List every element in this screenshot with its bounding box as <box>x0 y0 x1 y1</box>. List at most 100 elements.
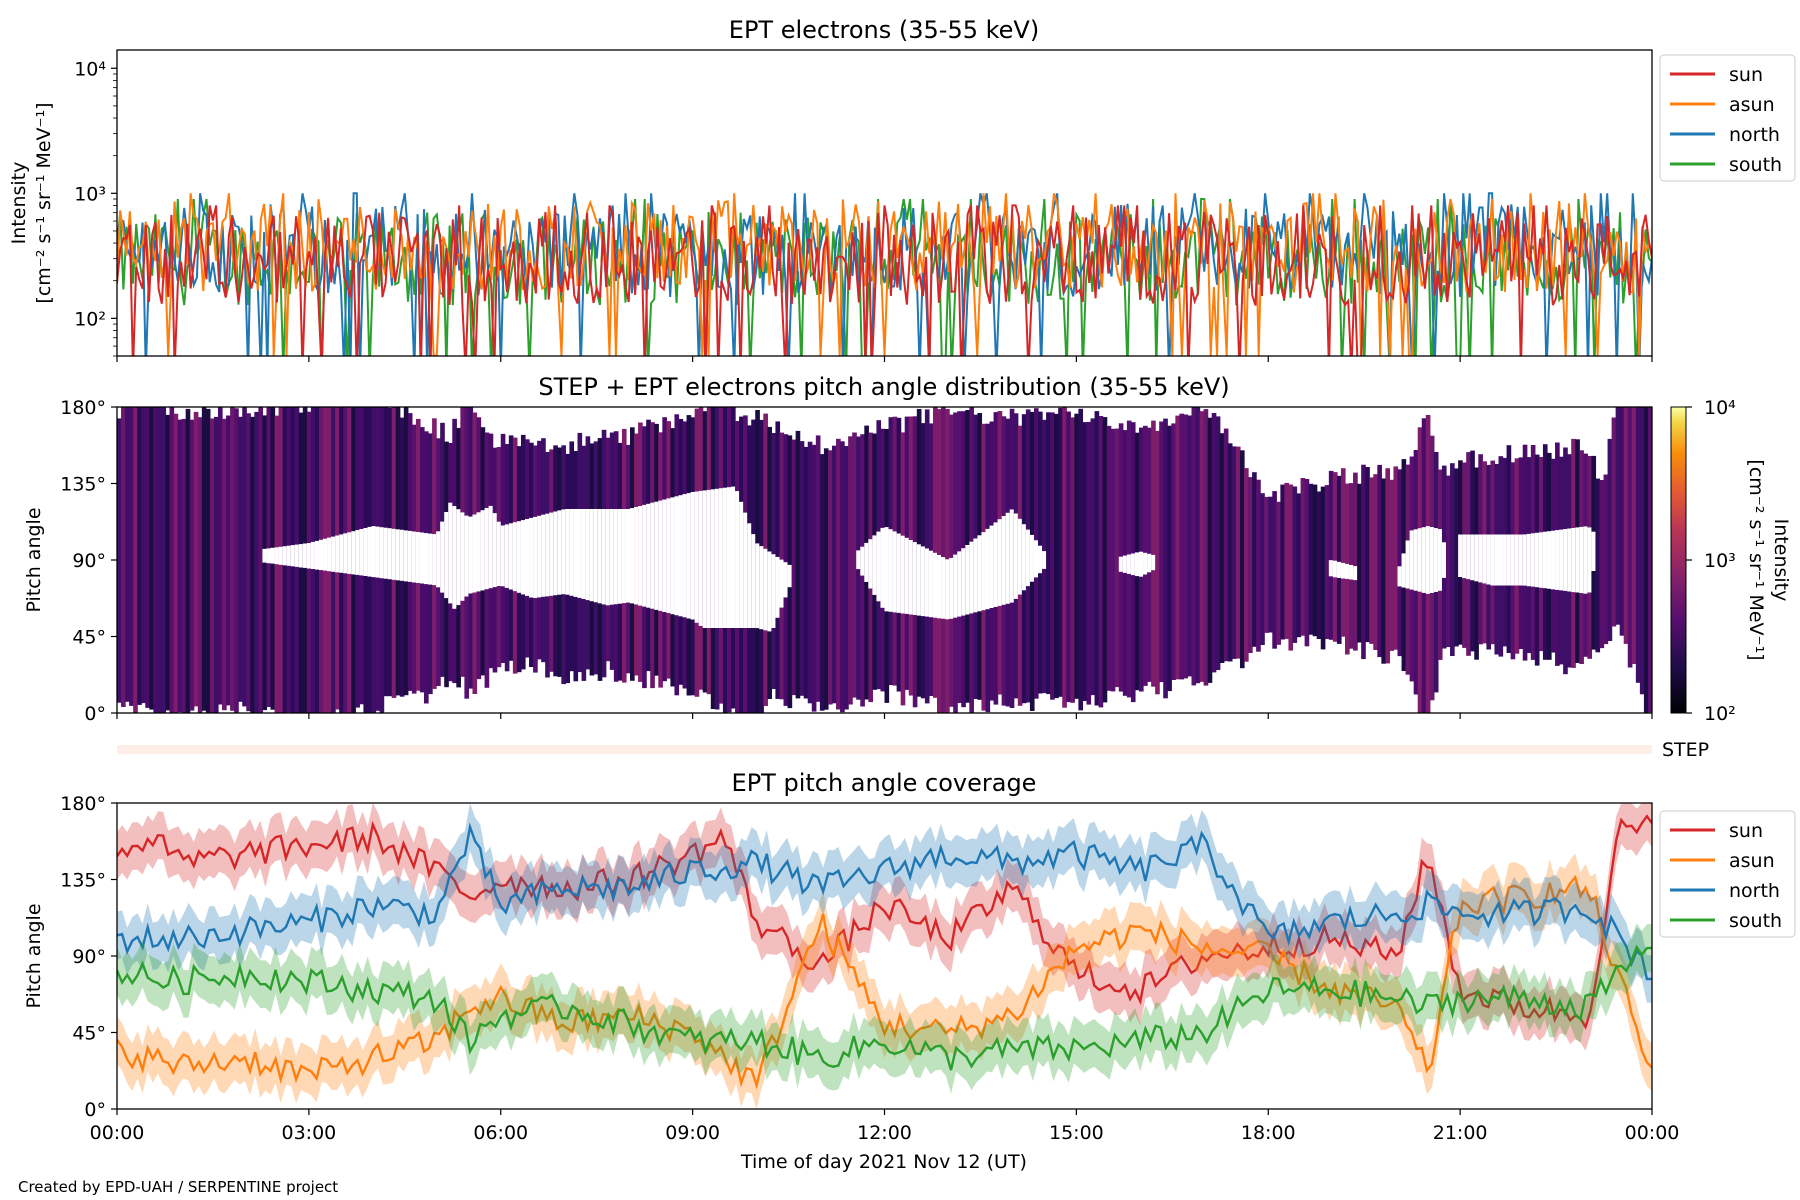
pad-heatmap-column <box>1276 501 1281 645</box>
pad-heatmap-column <box>1191 407 1197 686</box>
pad-heatmap-gap <box>351 531 356 575</box>
pad-heatmap-gap <box>355 530 360 575</box>
pad-heatmap-column <box>133 407 138 713</box>
pad-heatmap-column <box>1090 418 1096 696</box>
pad-heatmap-column <box>1175 415 1180 680</box>
legend-label-north: north <box>1729 124 1780 146</box>
pad-heatmap-gap <box>787 564 793 588</box>
pad-heatmap-gap <box>920 546 926 617</box>
pad-heatmap-gap <box>500 525 506 587</box>
pad-heatmap-gap <box>1494 534 1500 586</box>
pad-heatmap-column <box>141 407 146 704</box>
pad-heatmap-column <box>1377 464 1382 658</box>
pad-heatmap-gap <box>327 537 332 572</box>
pad-heatmap-gap <box>464 515 470 597</box>
pad-heatmap-column <box>193 411 199 707</box>
coverage-legend: sun asun north south <box>1659 810 1796 938</box>
pad-heatmap-gap <box>613 509 619 605</box>
pad-heatmap-gap <box>977 535 983 612</box>
intensity-ytick-label: 10² <box>74 308 106 330</box>
pad-heatmap-column <box>1207 417 1213 683</box>
pad-heatmap-gap <box>1474 534 1479 582</box>
pad-heatmap-column <box>173 413 179 713</box>
pad-heatmap-column <box>209 418 215 713</box>
pad-ylabel: Pitch angle <box>23 507 45 612</box>
pad-heatmap-gap <box>1466 534 1471 580</box>
pad-heatmap-gap <box>533 516 538 598</box>
pad-heatmap-gap <box>1118 556 1124 572</box>
pad-heatmap-gap <box>1009 509 1015 603</box>
pad-heatmap-gap <box>997 519 1003 606</box>
pad-heatmap-gap <box>557 510 562 595</box>
pad-heatmap-gap <box>452 506 457 609</box>
pad-heatmap-gap <box>444 512 449 599</box>
pad-heatmap-gap <box>395 529 401 581</box>
pad-heatmap-column <box>827 450 833 705</box>
coverage-chart-title: EPT pitch angle coverage <box>732 769 1037 797</box>
pad-heatmap-gap <box>407 530 413 582</box>
pad-heatmap-gap <box>436 531 441 588</box>
pad-heatmap-gap <box>294 544 300 567</box>
pad-heatmap-column <box>1159 421 1164 683</box>
pad-heatmap-column <box>791 439 797 696</box>
pad-heatmap-column <box>1623 407 1629 644</box>
pad-heatmap-column <box>1450 463 1455 656</box>
step-label: STEP <box>1662 739 1709 761</box>
pad-heatmap-gap <box>1349 565 1354 580</box>
pad-heatmap-column <box>1195 407 1201 684</box>
pad-heatmap-gap <box>593 509 599 603</box>
colorbar-label-line2: [cm⁻² s⁻¹ sr⁻¹ MeV⁻¹] <box>1745 459 1767 660</box>
pad-heatmap-gap <box>1506 534 1512 586</box>
pad-heatmap-gap <box>892 531 898 613</box>
pad-heatmap-column <box>1619 407 1625 636</box>
pad-heatmap-gap <box>537 515 542 598</box>
pad-heatmap-column <box>1244 468 1249 662</box>
pad-heatmap-gap <box>969 541 974 614</box>
pad-heatmap-gap <box>1433 528 1439 592</box>
pad-heatmap-gap <box>545 513 550 597</box>
pad-heatmap-column <box>1183 414 1189 679</box>
pad-heatmap-column <box>1260 493 1265 645</box>
pad-heatmap-column <box>932 407 938 698</box>
pad-heatmap-column <box>262 415 268 711</box>
pad-heatmap-column <box>1058 407 1063 697</box>
pad-colorbar-ticks: 10² 10³ 10⁴ <box>1686 397 1736 725</box>
coverage-ytick-label: 45° <box>72 1023 106 1045</box>
pad-heatmap-gap <box>298 544 304 568</box>
pad-heatmap-gap <box>516 521 522 593</box>
pad-heatmap-gap <box>1555 530 1560 590</box>
pad-heatmap-column <box>1098 416 1104 708</box>
pad-heatmap-gap <box>1005 512 1011 604</box>
pad-heatmap-column <box>226 415 231 706</box>
pad-heatmap-column <box>258 407 264 713</box>
pad-heatmap-column <box>1292 486 1298 643</box>
pad-heatmap-column <box>1304 479 1310 647</box>
pad-heatmap-gap <box>965 545 970 615</box>
coverage-series-sun <box>117 814 1652 1030</box>
colorbar-label-line1: Intensity <box>1770 519 1792 602</box>
colorbar-tick-label: 10³ <box>1704 550 1736 572</box>
intensity-series-group <box>117 192 1652 356</box>
pad-heatmap-gap <box>775 556 781 618</box>
pad-heatmap-column <box>157 407 163 713</box>
pad-heatmap-gap <box>549 512 554 596</box>
pad-heatmap-column <box>1631 407 1637 664</box>
pad-heatmap-gap <box>371 526 377 578</box>
pad-heatmap-gap <box>335 535 340 573</box>
pad-heatmap-gap <box>266 548 272 564</box>
pad-heatmap-gap <box>306 543 312 569</box>
pad-heatmap-gap <box>880 527 886 608</box>
legend-label-asun: asun <box>1729 94 1775 116</box>
pad-heatmap-column <box>1078 408 1084 711</box>
intensity-legend: sun asun north south <box>1659 54 1796 182</box>
pad-heatmap-gap <box>767 551 772 632</box>
pad-heatmap-gap <box>961 548 966 616</box>
pad-heatmap-gap <box>529 517 534 598</box>
pad-heatmap-column <box>1086 421 1092 705</box>
pad-heatmap-gap <box>932 552 938 618</box>
pad-heatmap-gap <box>625 509 631 603</box>
pad-heatmap-column <box>1256 479 1261 652</box>
pad-heatmap-gap <box>468 516 474 594</box>
pad-heatmap-column <box>840 441 845 713</box>
pad-heatmap-column <box>1082 422 1088 701</box>
